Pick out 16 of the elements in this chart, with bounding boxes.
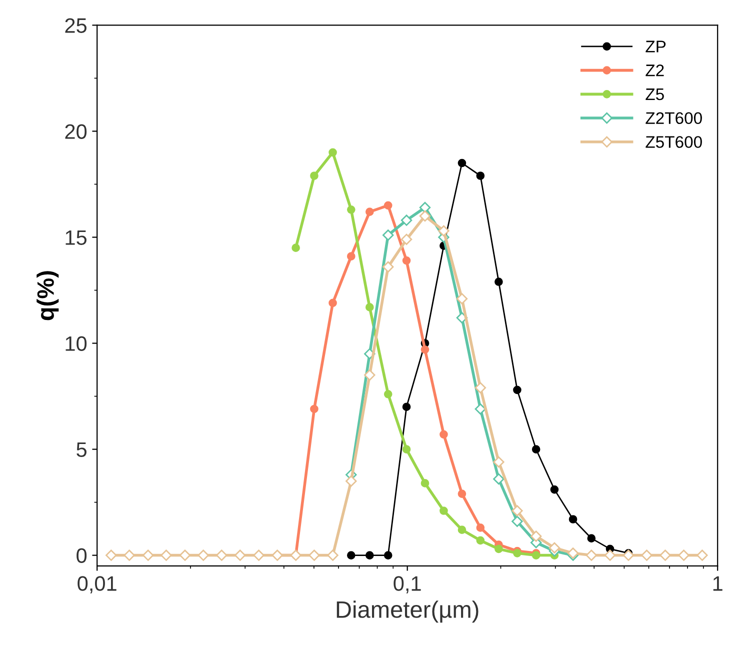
legend-label: Z2T600 <box>646 112 702 124</box>
x-tick-label: 0,01 <box>78 576 116 594</box>
y-tick-label: 20 <box>65 124 87 139</box>
x-tick-label: 1 <box>713 576 722 591</box>
legend-label: Z5 <box>646 88 664 100</box>
legend-label: Z2 <box>646 64 664 76</box>
y-tick-label: 10 <box>66 336 87 352</box>
y-tick-label: 5 <box>76 442 86 458</box>
y-axis-title: q(%) <box>36 271 59 320</box>
y-tick-label: 15 <box>66 230 86 245</box>
y-tick-label: 25 <box>65 18 86 33</box>
x-axis-title: Diameter(µm) <box>336 600 478 623</box>
x-tick-label: 0,1 <box>394 576 421 594</box>
y-tick-label: 0 <box>76 548 87 564</box>
legend-label: ZP <box>646 40 666 52</box>
legend-label: Z5T600 <box>646 136 702 148</box>
